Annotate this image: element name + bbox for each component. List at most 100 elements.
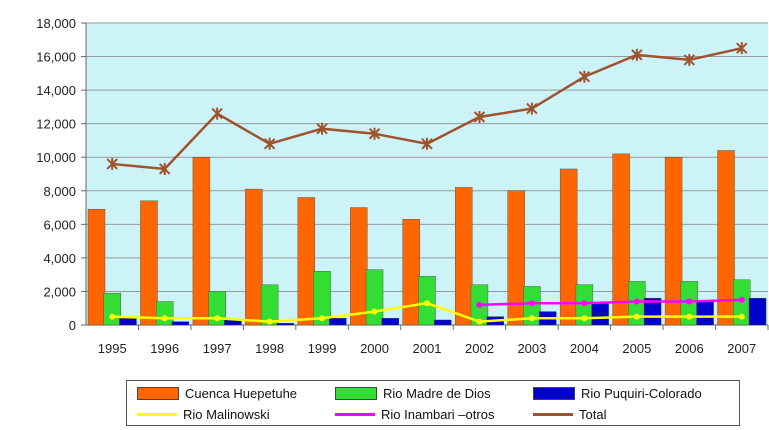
data-point [686,313,693,320]
data-point [214,315,221,322]
legend-label: Rio Puquiri-Colorado [581,385,702,401]
y-tick-label: 18,000 [36,16,76,31]
legend-item: Rio Puquiri-Colorado [533,383,702,403]
y-tick-label: 14,000 [36,83,76,98]
bar [455,187,473,326]
x-tick-label: 1997 [203,341,232,356]
x-tick-label: 2003 [517,341,546,356]
bar [276,323,295,326]
legend-label: Total [579,406,607,422]
x-tick-label: 1995 [98,341,127,356]
data-point [421,137,433,150]
bar [434,319,452,326]
x-tick-label: 1998 [255,341,284,356]
data-point [578,70,591,83]
y-tick-label: 8,000 [43,184,76,199]
x-tick-label: 2007 [727,341,756,356]
bar [155,301,174,326]
y-tick-label: 16,000 [36,50,76,65]
x-tick-label: 2004 [570,341,599,356]
data-point [581,315,588,322]
bar [748,297,767,326]
bar [329,318,347,326]
x-tick-label: 2005 [622,341,651,356]
bar [192,157,211,326]
legend-label: Rio Madre de Dios [383,385,491,401]
legend-swatch [137,386,179,400]
y-tick-label: 4,000 [43,251,76,266]
legend-line [533,412,573,416]
y-tick-label: 2,000 [43,284,76,299]
data-point [109,313,116,320]
bar [381,318,399,326]
x-tick-label: 1996 [150,341,179,356]
bar [171,321,190,326]
data-point [631,48,643,61]
bar [350,207,368,326]
data-point [686,298,693,305]
data-point [526,102,538,115]
bar [643,297,662,326]
data-point [633,313,640,320]
data-point [736,42,748,55]
data-point [424,300,430,307]
bar [664,157,683,326]
data-point [528,300,535,307]
data-point [476,301,483,308]
x-tick-label: 2006 [675,341,704,356]
lines [106,42,748,325]
legend-swatch [533,386,575,400]
series-line [479,298,742,307]
bar [140,200,158,326]
bar [260,284,279,326]
legend-line [335,412,375,416]
data-point [581,300,588,307]
x-axis: 1995 1996 1997 1998 1999 2000 2001 2002 2003 2004… [86,324,769,356]
legend-item: Total [533,404,606,424]
data-point [263,137,276,150]
legend-item: Cuenca Huepetuhe [137,383,297,403]
bar [559,168,578,326]
data-point [161,315,168,322]
y-tick-label: 6,000 [43,217,76,232]
data-point [368,127,381,140]
legend-label: Rio Malinowski [183,406,270,422]
bar [119,318,137,326]
bar [402,219,420,326]
legend: Cuenca Huepetuhe Rio Madre de Dios Rio Puq… [126,380,740,426]
data-point [683,53,696,66]
data-point [158,162,171,175]
bar [507,190,525,326]
bar [717,150,735,326]
data-point [106,157,118,170]
bar [245,188,263,326]
legend-item: Rio Madre de Dios [335,383,491,403]
legend-line [137,412,177,416]
data-point [316,122,328,135]
data-point [473,110,486,123]
bar [87,209,106,326]
legend-swatch [335,386,377,400]
y-tick-label: 10,000 [36,150,76,165]
data-point [738,313,745,320]
bar [297,197,316,326]
x-tick-label: 1999 [308,341,337,356]
data-point [476,318,483,325]
data-point [371,308,378,315]
data-point [319,315,326,322]
bar [591,302,609,326]
y-tick-label: 0 [69,318,76,333]
legend-label: Rio Inambari –otros [381,406,495,422]
y-axis: 0 2,000 4,000 6,000 8,000 10,000 12,000 14,000 1… [36,16,87,333]
legend-item: Rio Malinowski [137,404,270,424]
bar [365,269,384,326]
data-point [266,318,273,325]
x-tick-label: 2002 [465,341,494,356]
legend-label: Cuenca Huepetuhe [185,385,298,401]
legend-item: Rio Inambari –otros [335,404,494,424]
bar [696,301,714,326]
bar [612,153,630,326]
bar [313,271,331,326]
data-point [528,315,535,322]
